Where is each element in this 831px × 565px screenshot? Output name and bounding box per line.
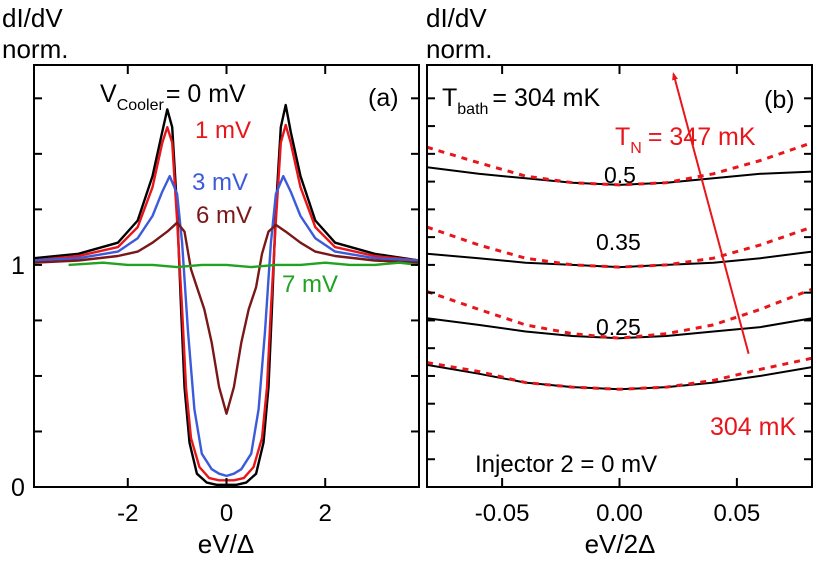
series-b-0.5-fit xyxy=(427,141,812,187)
series-b-0.35-fit xyxy=(427,225,812,269)
panel-b-ylabel-line2: norm. xyxy=(426,34,492,64)
series-label-7-mV: 7 mV xyxy=(282,271,338,298)
panel-b-xlabel: eV/2Δ xyxy=(585,529,656,559)
panel-b-annotation-tn-suffix: = 347 mK xyxy=(648,123,756,151)
panel-b-title-suffix: = 304 mK xyxy=(492,84,600,112)
panel-b-title: Tbath = 304 mK xyxy=(442,84,600,118)
panel-a-title-sub: Cooler xyxy=(117,97,165,114)
series-a-3-mV xyxy=(34,174,419,478)
panel-a-xtick-label: 2 xyxy=(319,500,332,527)
panel-a-ylabel-line1: dI/dV xyxy=(2,3,63,33)
panel-a-title-prefix: V xyxy=(100,80,117,108)
panel-a-title-suffix: = 0 mV xyxy=(166,80,246,108)
series-b-0.25-fit xyxy=(427,287,812,340)
panel-b-footer-label: Injector 2 = 0 mV xyxy=(475,451,657,478)
panel-b-title-prefix: T xyxy=(442,84,457,112)
panel-a: dI/dV norm. 1 mV 3 mV 6 mV 7 mV -2 0 2 0 1 VCool… xyxy=(2,3,420,559)
panel-b-annotation-tn-prefix: T xyxy=(615,123,630,151)
panel-b-label: (b) xyxy=(764,86,795,114)
panel-b-annotation-tn-sub: N xyxy=(630,140,642,157)
series-label-3-mV: 3 mV xyxy=(192,169,248,196)
series-a-6-mV xyxy=(34,221,419,415)
panel-a-label: (a) xyxy=(368,84,399,112)
panel-b-annotation-tn: TN = 347 mK xyxy=(615,123,756,157)
panel-b: dI/dV norm. -0.05 0.00 0.05 Tbath = 304 mK … xyxy=(426,3,813,559)
series-b-304-measured xyxy=(427,363,812,391)
series-label-6-mV: 6 mV xyxy=(196,202,252,229)
injector-label-0.25: 0.25 xyxy=(596,314,641,340)
series-a-0-mV xyxy=(34,103,419,486)
series-b-304-fit xyxy=(427,356,812,391)
panel-a-frame xyxy=(33,64,420,488)
panel-a-xtick-label: -2 xyxy=(117,500,138,527)
panel-a-ytick-label: 0 xyxy=(11,474,25,502)
panel-a-xtick-label: 0 xyxy=(220,500,233,527)
panel-a-title: VCooler= 0 mV xyxy=(100,80,246,114)
panel-a-ytick-label: 1 xyxy=(11,252,25,280)
injector-label-0.5: 0.5 xyxy=(604,162,636,188)
injector-label-0.35: 0.35 xyxy=(596,229,641,255)
series-label-1-mV: 1 mV xyxy=(195,117,251,144)
panel-a-xlabel: eV/Δ xyxy=(198,529,254,559)
panel-b-frame xyxy=(426,64,813,488)
panel-b-xtick-label: -0.05 xyxy=(475,500,530,527)
series-a-7-mV xyxy=(68,261,419,269)
panel-b-xtick-label: 0.05 xyxy=(714,500,761,527)
panel-b-ylabel-line1: dI/dV xyxy=(426,3,487,33)
panel-b-annotation-304: 304 mK xyxy=(710,413,796,441)
panel-a-ylabel-line2: norm. xyxy=(2,34,68,64)
panel-b-title-sub: bath xyxy=(457,101,488,118)
panel-b-xtick-label: 0.00 xyxy=(596,500,643,527)
panel-b-arrow xyxy=(672,71,750,354)
series-b-0.25-measured xyxy=(427,317,812,340)
